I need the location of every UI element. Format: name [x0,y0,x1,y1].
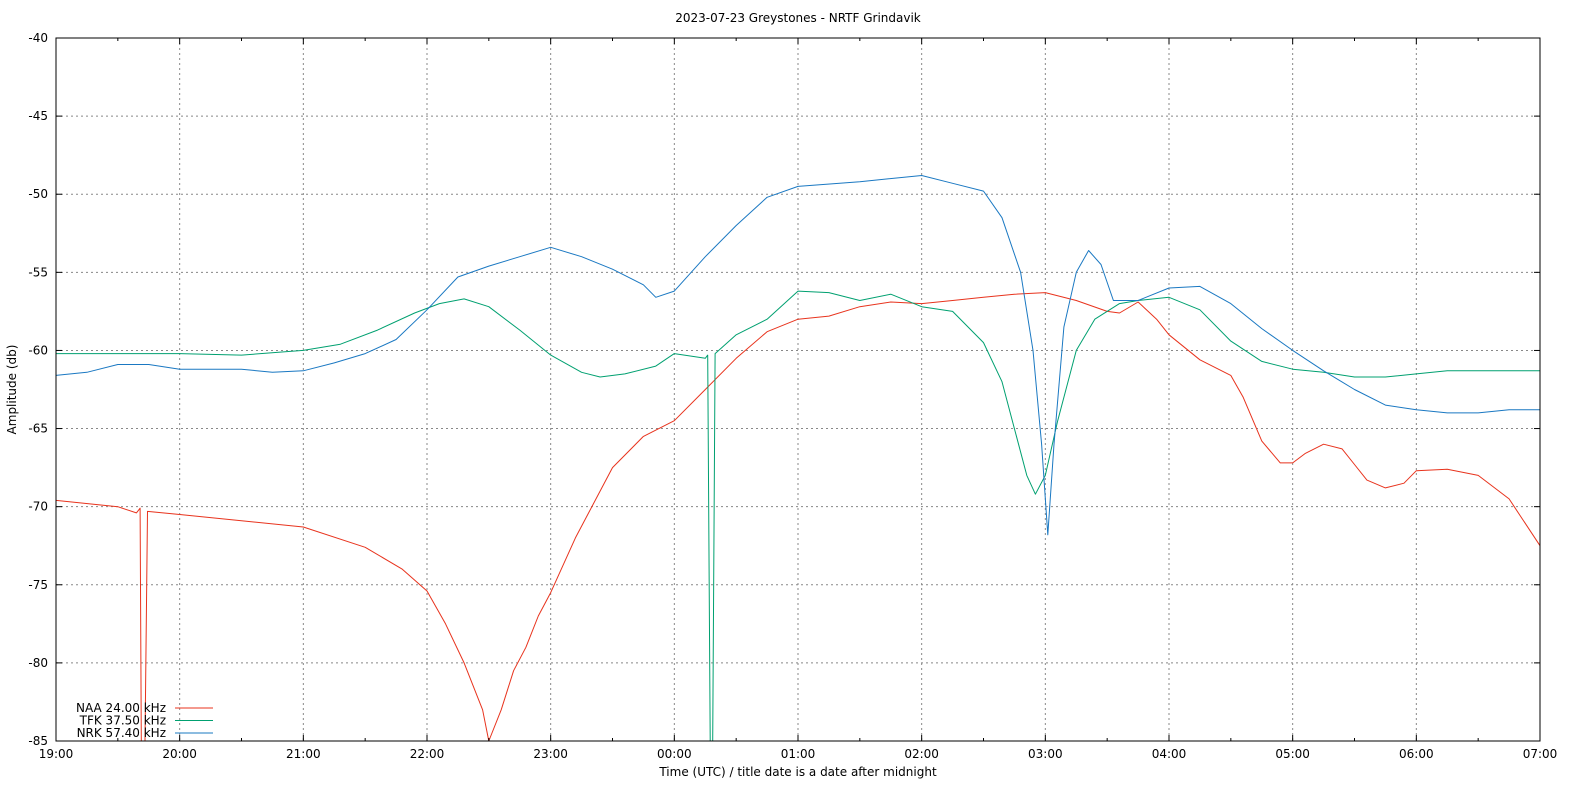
axis-ticks: 19:00 20:00 21:00 22:00 23:00 00:00 01:00 02:00… [28,31,1557,761]
legend-label: NAA 24.00 kHz [76,701,166,715]
x-tick-label: 20:00 [162,747,197,761]
x-axis-label: Time (UTC) / title date is a date after … [658,765,937,779]
x-tick-label: 07:00 [1523,747,1558,761]
x-tick-label: 02:00 [904,747,939,761]
y-tick-label: -65 [28,422,48,436]
y-tick-label: -80 [28,656,48,670]
grid [56,38,1540,741]
y-tick-label: -70 [28,500,48,514]
x-tick-label: 06:00 [1399,747,1434,761]
y-tick-label: -75 [28,578,48,592]
x-tick-label: 01:00 [781,747,816,761]
x-tick-label: 04:00 [1152,747,1187,761]
y-tick-label: -45 [28,109,48,123]
x-tick-label: 23:00 [533,747,568,761]
y-tick-label: -60 [28,343,48,357]
x-tick-label: 22:00 [410,747,445,761]
x-tick-label: 21:00 [286,747,321,761]
x-tick-label: 19:00 [39,747,74,761]
y-tick-label: -55 [28,265,48,279]
y-tick-label: -40 [28,31,48,45]
series-line [55,175,1540,536]
y-tick-label: -85 [28,734,48,748]
legend-label: NRK 57.40 kHz [77,726,166,740]
series-line [56,290,1540,742]
y-tick-label: -50 [28,187,48,201]
chart-title: 2023-07-23 Greystones - NRTF Grindavik [675,11,921,25]
series-layer [55,175,1541,742]
x-tick-label: 00:00 [657,747,692,761]
y-axis-label: Amplitude (db) [5,345,19,435]
x-tick-label: 03:00 [1028,747,1063,761]
legend-label: TFK 37.50 kHz [79,714,166,728]
x-tick-label: 05:00 [1275,747,1310,761]
series-line [55,292,1541,742]
